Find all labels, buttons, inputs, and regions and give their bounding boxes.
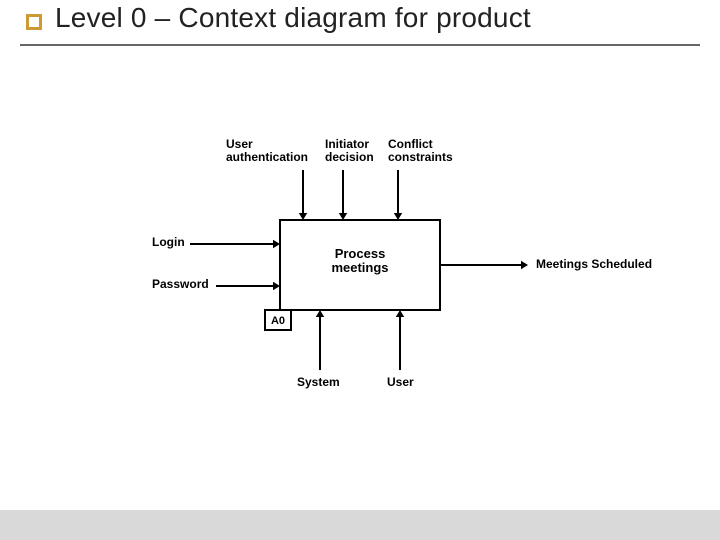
arrow-user-auth: [299, 170, 307, 220]
arrow-login: [190, 240, 280, 248]
a0-label: A0: [271, 315, 285, 327]
footer-bar: [0, 510, 720, 540]
lbl-meetings: Meetings Scheduled: [536, 258, 652, 271]
process-box-label: Processmeetings: [331, 246, 388, 275]
lbl-initiator: Initiator decision: [325, 138, 374, 164]
lbl-user-auth: User authentication: [226, 138, 308, 164]
lbl-user: User: [387, 376, 414, 389]
lbl-login: Login: [152, 236, 185, 249]
lbl-password: Password: [152, 278, 209, 291]
arrow-user: [396, 310, 404, 370]
lbl-conflict: Conflict constraints: [388, 138, 453, 164]
arrow-output: [440, 261, 528, 269]
lbl-system: System: [297, 376, 340, 389]
slide: Level 0 – Context diagram for product Pr…: [0, 0, 720, 540]
arrow-conflict: [394, 170, 402, 220]
arrow-initiator: [339, 170, 347, 220]
arrow-password: [216, 282, 280, 290]
arrow-system: [316, 310, 324, 370]
